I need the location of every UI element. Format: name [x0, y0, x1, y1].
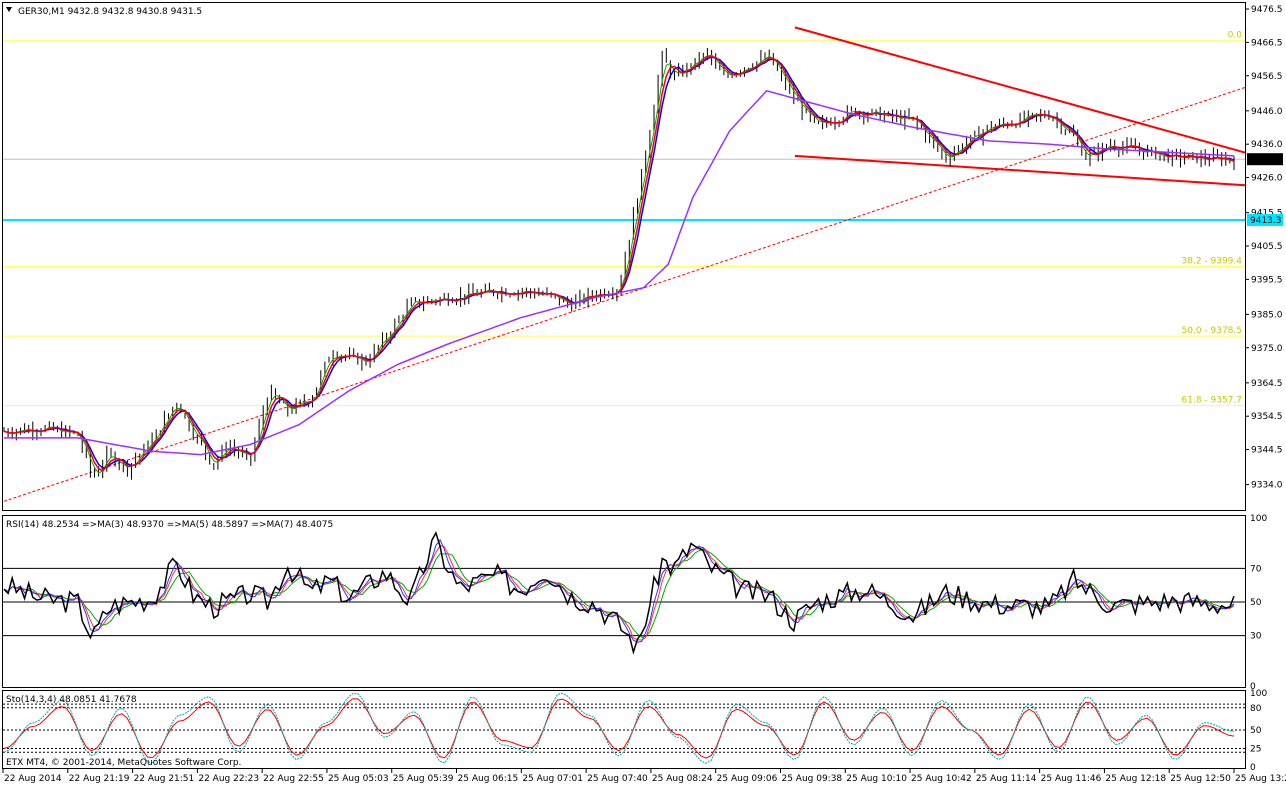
rsi-header: RSI(14) 48.2534 =>MA(3) 48.9370 =>MA(5) … [6, 520, 333, 530]
cyan-level-box [1247, 213, 1283, 226]
time-tick-label: 25 Aug 11:46 [1041, 774, 1102, 784]
rsi-tick-label: 100 [1250, 514, 1267, 524]
time-tick-label: 25 Aug 13:22 [1235, 774, 1286, 784]
stoch-tick-label: 25 [1250, 745, 1261, 755]
stoch-axis: 100 80 50 25 0 [1250, 689, 1267, 773]
price-tick-label: 9426.0 [1251, 174, 1283, 184]
price-tick-label: 9456.5 [1251, 72, 1283, 82]
time-tick-label: 25 Aug 08:24 [652, 774, 713, 784]
price-axis: 9476.5 9466.5 9456.5 9446.0 9436.0 9426.0 9415… [1245, 5, 1283, 491]
trendline-dotted-support [3, 86, 1246, 502]
time-tick-label: 25 Aug 09:38 [781, 774, 842, 784]
ma-fast-red [3, 55, 1235, 473]
watermark: ETX MT4, © 2001-2014, MetaQuotes Softwar… [6, 758, 241, 768]
stoch-main-line [3, 692, 1235, 764]
fib-level-label: 0.0 [1228, 31, 1243, 41]
price-tick-label: 9466.5 [1251, 38, 1283, 48]
fib-level-label: 61.8 - 9357.7 [1182, 396, 1243, 406]
rsi-axis: 100 70 50 30 0 [1250, 514, 1267, 692]
time-tick-label: 25 Aug 11:14 [976, 774, 1037, 784]
fib-level-label: 50.0 - 9378.5 [1182, 326, 1243, 336]
last-price-box [1247, 153, 1283, 166]
price-tick-label: 9405.5 [1251, 242, 1283, 252]
rsi-series [3, 530, 1235, 655]
time-tick-label: 25 Aug 07:01 [522, 774, 583, 784]
rsi-tick-label: 0 [1250, 682, 1256, 692]
price-tick-label: 9415.5 [1251, 209, 1283, 219]
cyan-level-label: 9413.3 [1250, 216, 1282, 226]
stoch-panel-frame [2, 690, 1246, 769]
rsi-tick-label: 30 [1250, 632, 1262, 642]
price-tick-label: 9395.5 [1251, 275, 1283, 285]
trendline-upper-wedge [794, 26, 1246, 154]
price-tick-label: 9364.5 [1251, 379, 1283, 389]
time-tick-label: 25 Aug 05:03 [328, 774, 389, 784]
time-tick-label: 25 Aug 12:50 [1170, 774, 1231, 784]
time-tick-label: 25 Aug 09:06 [717, 774, 778, 784]
price-tick-label: 9385.0 [1251, 310, 1283, 320]
time-tick-label: 25 Aug 10:42 [911, 774, 972, 784]
price-tick-label: 9436.0 [1251, 140, 1283, 150]
price-tick-label: 9354.5 [1251, 412, 1283, 422]
stoch-series [3, 692, 1235, 764]
fib-level-label: 38.2 - 9399.4 [1182, 256, 1243, 266]
rsi-ma3 [3, 538, 1235, 643]
ma-fast-green [3, 54, 1235, 474]
rsi-panel-frame [2, 515, 1246, 688]
rsi-line [3, 530, 1235, 655]
time-tick-label: 22 Aug 22:55 [263, 774, 324, 784]
time-tick-label: 25 Aug 05:39 [393, 774, 454, 784]
time-tick-label: 25 Aug 06:15 [458, 774, 519, 784]
ma-fast-blue [3, 56, 1235, 469]
stoch-tick-label: 50 [1250, 726, 1262, 736]
time-axis: 22 Aug 2014 22 Aug 21:19 22 Aug 21:51 22 Au… [2, 769, 1286, 784]
rsi-tick-label: 50 [1250, 598, 1262, 608]
time-tick-label: 25 Aug 07:40 [587, 774, 648, 784]
time-tick-label: 22 Aug 22:23 [198, 774, 259, 784]
collapse-triangle-icon[interactable] [6, 7, 12, 12]
stoch-tick-label: 80 [1250, 704, 1262, 714]
stoch-tick-label: 100 [1250, 689, 1267, 699]
time-tick-label: 22 Aug 21:51 [134, 774, 195, 784]
price-tick-label: 9344.5 [1251, 446, 1283, 456]
main-header: GER30,M1 9432.8 9432.8 9430.8 9431.5 [18, 7, 202, 17]
ma-slow [4, 89, 1235, 456]
main-panel-frame [2, 2, 1246, 511]
price-tick-label: 9446.0 [1251, 107, 1283, 117]
main-level-lines: 0.0 38.2 - 9399.4 50.0 - 9378.5 61.8 - 9357… [3, 31, 1245, 407]
time-tick-label: 25 Aug 12:18 [1105, 774, 1166, 784]
stoch-signal-line [3, 698, 1235, 759]
price-tick-label: 9334.0 [1251, 481, 1283, 491]
trendline-lower-wedge [794, 154, 1246, 187]
rsi-tick-label: 70 [1250, 564, 1262, 574]
time-tick-label: 22 Aug 21:19 [69, 774, 130, 784]
price-tick-label: 9375.0 [1251, 344, 1283, 354]
trendlines [3, 26, 1246, 502]
price-series [3, 48, 1235, 480]
time-tick-label: 22 Aug 2014 [4, 774, 62, 784]
last-price-label: 9431.5 [1250, 155, 1282, 165]
stoch-header: Sto(14,3,4) 48.0851 41.7678 [6, 695, 137, 705]
rsi-ma5 [3, 545, 1235, 641]
stoch-tick-label: 0 [1250, 763, 1256, 773]
price-tick-label: 9476.5 [1251, 5, 1283, 15]
time-tick-label: 25 Aug 10:10 [846, 774, 907, 784]
